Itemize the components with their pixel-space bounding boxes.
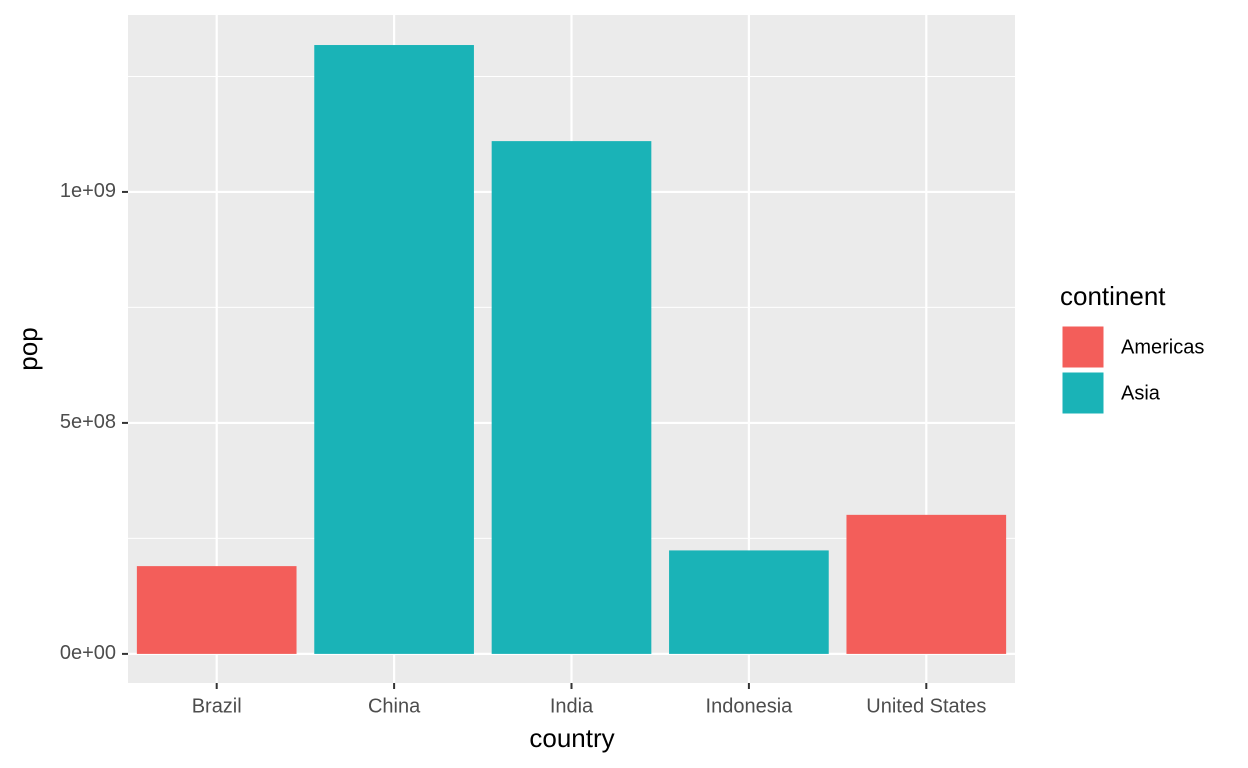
x-axis-title: country: [529, 723, 614, 753]
x-tick-label: China: [368, 695, 421, 717]
bar: [846, 514, 1007, 654]
bar: [669, 550, 829, 654]
legend-title: continent: [1060, 281, 1166, 311]
x-tick-label: United States: [866, 695, 986, 717]
legend-key: [1061, 325, 1105, 369]
y-tick-label: 1e+09: [60, 180, 116, 202]
x-tick-label: Brazil: [192, 695, 242, 717]
bars: [136, 45, 1007, 654]
bar: [491, 141, 652, 654]
x-tick-label: Indonesia: [706, 695, 794, 717]
legend-label: Americas: [1121, 336, 1204, 358]
x-tick-label: India: [550, 695, 594, 717]
legend-key: [1061, 371, 1105, 415]
y-tick-label: 0e+00: [60, 642, 116, 664]
y-axis-title: pop: [13, 327, 43, 370]
bar: [136, 566, 297, 654]
bar: [314, 45, 474, 654]
legend-label: Asia: [1121, 382, 1161, 404]
y-tick-label: 5e+08: [60, 411, 116, 433]
